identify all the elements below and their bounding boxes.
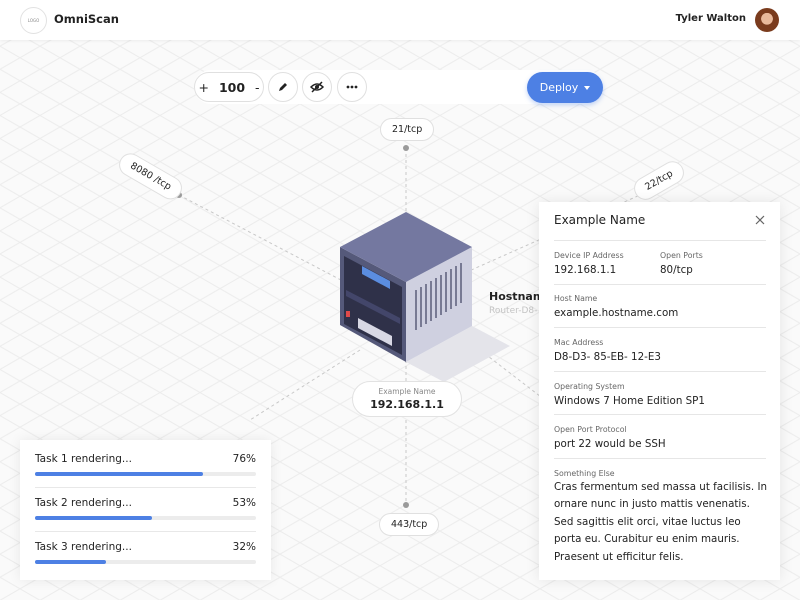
progress-track xyxy=(35,516,256,520)
connection-line xyxy=(249,349,361,421)
hostname-label: Hostname xyxy=(489,290,552,303)
field-label: Something Else xyxy=(554,469,615,478)
field: Open Ports 80/tcp xyxy=(660,251,703,276)
field: Device IP Address 192.168.1.1 xyxy=(554,251,624,276)
visibility-button[interactable] xyxy=(302,72,332,102)
progress-bar xyxy=(35,560,106,564)
eye-off-icon xyxy=(310,81,324,93)
deploy-button[interactable]: Deploy xyxy=(527,72,603,103)
divider xyxy=(554,371,766,372)
field: Operating System Windows 7 Home Edition S… xyxy=(554,382,705,407)
divider xyxy=(35,487,256,488)
divider xyxy=(554,240,766,241)
device-ip: 192.168.1.1 xyxy=(370,398,444,411)
port-label[interactable]: 443/tcp xyxy=(379,513,440,536)
close-button[interactable] xyxy=(755,215,765,225)
deploy-label: Deploy xyxy=(539,81,579,94)
progress-bar xyxy=(35,472,203,476)
field-value: port 22 would be SSH xyxy=(554,438,666,450)
panel-title: Example Name xyxy=(554,213,646,227)
zoom-level: 100 xyxy=(218,79,246,95)
field: Something Else Cras fermentum sed massa u… xyxy=(554,469,769,566)
details-panel: Example Name Device IP Address 192.168.1.… xyxy=(539,202,780,580)
field-value: 80/tcp xyxy=(660,264,693,276)
divider xyxy=(554,414,766,415)
field-value: example.hostname.com xyxy=(554,307,679,319)
field-value: D8-D3- 85-EB- 12-E3 xyxy=(554,351,661,363)
field-value: 192.168.1.1 xyxy=(554,264,617,276)
field-label: Open Port Protocol xyxy=(554,425,627,434)
port-label[interactable]: 21/tcp xyxy=(380,118,435,141)
port-dot xyxy=(403,145,409,151)
field-label: Device IP Address xyxy=(554,251,624,260)
field: Host Name example.hostname.com xyxy=(554,294,678,319)
field-label: Mac Address xyxy=(554,338,604,347)
more-icon xyxy=(346,85,358,89)
field-value: Cras fermentum sed massa ut facilisis. I… xyxy=(554,481,768,563)
header xyxy=(0,0,800,40)
task-label: Task 2 rendering... xyxy=(35,497,132,509)
logo[interactable]: LOGO xyxy=(20,7,47,34)
progress-bar xyxy=(35,516,153,520)
connection-line xyxy=(479,349,546,401)
divider xyxy=(554,327,766,328)
device-label[interactable]: Example Name 192.168.1.1 xyxy=(352,381,462,417)
task-percent: 53% xyxy=(232,497,256,509)
caret-icon xyxy=(584,85,591,90)
field-label: Operating System xyxy=(554,382,625,391)
task-label: Task 1 rendering... xyxy=(35,453,132,465)
more-button[interactable] xyxy=(337,72,367,102)
pen-icon xyxy=(279,83,287,91)
user-name[interactable]: Tyler Walton xyxy=(675,13,746,24)
connection-line xyxy=(178,194,361,291)
server-illustration xyxy=(340,212,510,382)
field-label: Host Name xyxy=(554,294,598,303)
divider xyxy=(35,531,256,532)
field: Open Port Protocol port 22 would be SSH xyxy=(554,425,666,450)
progress-track xyxy=(35,472,256,476)
zoom-in[interactable]: + xyxy=(198,79,209,95)
field-label: Open Ports xyxy=(660,251,703,260)
hostname-value: Router-D8- xyxy=(489,306,538,316)
app-name: OmniScan xyxy=(54,12,119,26)
task-percent: 32% xyxy=(232,541,256,553)
edit-button[interactable] xyxy=(268,72,298,102)
zoom-out[interactable]: - xyxy=(255,79,260,95)
port-dot xyxy=(403,502,409,508)
progress-track xyxy=(35,560,256,564)
task-label: Task 3 rendering... xyxy=(35,541,132,553)
field-value: Windows 7 Home Edition SP1 xyxy=(554,395,705,407)
task-percent: 76% xyxy=(232,453,256,465)
field: Mac Address D8-D3- 85-EB- 12-E3 xyxy=(554,338,661,363)
zoom-control: + 100 - xyxy=(194,72,264,102)
task-panel: Task 1 rendering... 76% Task 2 rendering… xyxy=(20,440,271,580)
divider xyxy=(554,458,766,459)
device-name: Example Name xyxy=(378,387,436,396)
avatar[interactable] xyxy=(755,8,779,32)
divider xyxy=(554,284,766,285)
